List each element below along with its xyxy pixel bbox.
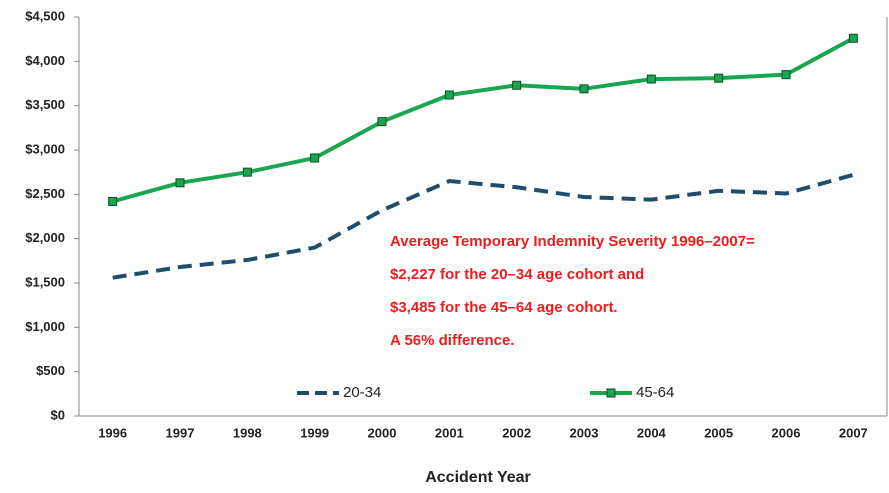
y-tick-label: $1,500 (25, 274, 65, 289)
x-tick-label: 1998 (233, 425, 262, 440)
y-tick-label: $4,000 (25, 53, 65, 68)
x-tick-label: 2001 (435, 425, 464, 440)
marker (175, 178, 185, 188)
marker (310, 153, 320, 163)
x-tick-label: 2007 (839, 425, 868, 440)
annotation: $3,485 for the 45–64 age cohort. (390, 299, 618, 316)
x-tick-label: 2002 (502, 425, 531, 440)
x-axis-title: Accident Year (425, 469, 531, 486)
y-tick-label: $2,000 (25, 230, 65, 245)
x-tick-label: 2000 (368, 425, 397, 440)
annotation: Average Temporary Indemnity Severity 199… (390, 233, 755, 250)
marker (512, 80, 522, 90)
marker (646, 74, 656, 84)
x-tick-label: 2003 (570, 425, 599, 440)
legend-label: 20-34 (343, 384, 381, 401)
y-tick-label: $4,500 (25, 8, 65, 23)
legend-label: 45-64 (636, 384, 674, 401)
y-tick-label: $3,500 (25, 97, 65, 112)
x-tick-label: 1996 (98, 425, 127, 440)
marker (781, 70, 791, 80)
y-tick-label: $0 (51, 407, 65, 422)
marker (444, 90, 454, 100)
x-tick-label: 2005 (704, 425, 733, 440)
series-line (112, 36, 855, 204)
marker (579, 84, 589, 94)
marker (242, 167, 252, 177)
marker (848, 33, 858, 43)
marker (108, 196, 118, 206)
x-tick-label: 2004 (637, 425, 667, 440)
y-tick-label: $1,000 (25, 319, 65, 334)
y-tick-label: $500 (36, 363, 65, 378)
y-tick-label: $2,500 (25, 186, 65, 201)
marker (714, 73, 724, 83)
annotation: $2,227 for the 20–34 age cohort and (390, 266, 644, 283)
x-tick-label: 1997 (166, 425, 195, 440)
series-line (112, 172, 854, 280)
legend-marker (606, 388, 616, 398)
marker (377, 117, 387, 127)
x-tick-label: 2006 (772, 425, 801, 440)
y-tick-label: $3,000 (25, 141, 65, 156)
annotation: A 56% difference. (390, 332, 515, 349)
x-tick-label: 1999 (300, 425, 329, 440)
